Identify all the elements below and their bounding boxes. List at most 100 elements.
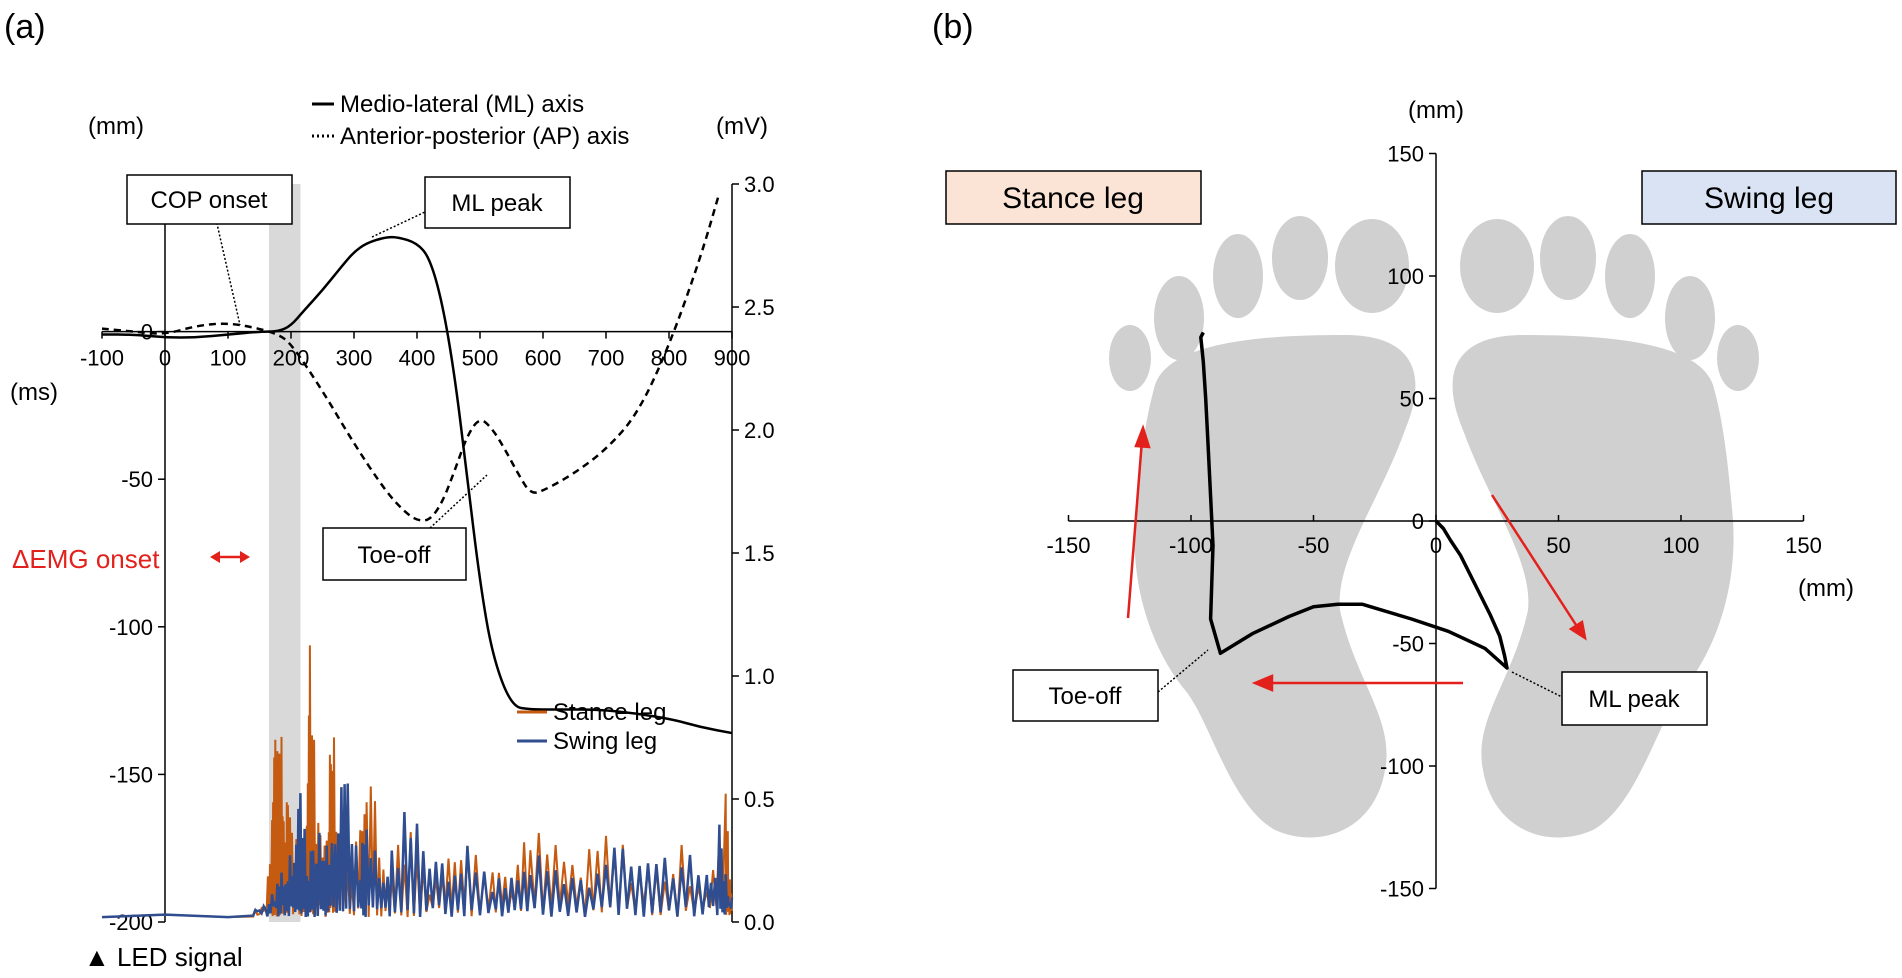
- ap-axis-line: [101, 192, 721, 522]
- legend-ap-label: Anterior-posterior (AP) axis: [340, 123, 629, 150]
- x-tick-label: 100: [210, 346, 247, 371]
- x-tick-label: 0: [159, 346, 171, 371]
- ml-peak-box-a: [424, 176, 571, 229]
- y-tick-label: 0: [141, 320, 153, 345]
- x-tick-label: 300: [336, 346, 373, 371]
- swing-leg-box: [1641, 170, 1897, 225]
- y2-tick-label: 2.0: [744, 418, 775, 443]
- stance-sole: [1134, 335, 1416, 838]
- b-x-tick-label: -150: [1046, 533, 1090, 558]
- b-x-tick-label: 150: [1785, 533, 1822, 558]
- stance-toe-1: [1335, 219, 1409, 313]
- x-axis-unit: (ms): [10, 379, 58, 406]
- cop-trajectory: [1199, 331, 1509, 670]
- stance-toe-3: [1213, 234, 1263, 318]
- demg-arrow-right-head: [240, 551, 250, 563]
- x-tick-label: 600: [525, 346, 562, 371]
- y-axis-unit-b: (mm): [1408, 97, 1464, 124]
- emg-traces: [101, 645, 734, 919]
- x-tick-label: 900: [714, 346, 751, 371]
- b-y-tick-label: 0: [1412, 509, 1424, 534]
- swing-toe-4: [1665, 276, 1715, 360]
- emg-swing-trace: [101, 783, 734, 919]
- b-y-tick-label: -100: [1380, 754, 1424, 779]
- y2-tick-label: 2.5: [744, 295, 775, 320]
- legend-ml-label: Medio-lateral (ML) axis: [340, 91, 584, 118]
- cop-onset-leader: [214, 214, 241, 326]
- swing-toe-5: [1717, 325, 1759, 391]
- left-axis-unit: (mm): [88, 113, 144, 140]
- swing-toe-3: [1605, 234, 1655, 318]
- cop-trajectory-line: [1199, 331, 1509, 670]
- b-y-tick-label: 50: [1400, 387, 1424, 412]
- swing-sole: [1452, 335, 1734, 838]
- legend-swing-label: Swing leg: [553, 728, 657, 755]
- arrow-forward-stance-head: [1134, 424, 1151, 449]
- swing-toe-1: [1460, 219, 1534, 313]
- panel-a-axes: -1000100200300400500600700800900500-50-1…: [80, 172, 775, 935]
- stance-toe-4: [1154, 276, 1204, 360]
- toe-off-box-a: [322, 527, 467, 581]
- arrow-diagonal-swing-head: [1568, 619, 1587, 641]
- y2-tick-label: 0.0: [744, 910, 775, 935]
- ml-peak-box-b: [1561, 671, 1708, 726]
- swing-leg-label: Swing leg: [1704, 182, 1834, 215]
- right-axis-unit: (mV): [716, 113, 768, 140]
- b-y-tick-label: 150: [1387, 142, 1424, 167]
- demg-onset-label: ΔEMG onset: [12, 544, 160, 574]
- ml-axis-line: [102, 235, 733, 735]
- stance-toe-5: [1109, 325, 1151, 391]
- panel-b-axes: -150 -100 -50 0 50 100 150 150 100 50 0 -50 -100 -150: [1046, 142, 1821, 902]
- y-tick-label: -200: [109, 910, 153, 935]
- y-tick-label: -50: [121, 467, 153, 492]
- x-tick-label: 400: [399, 346, 436, 371]
- arrow-diagonal-swing: [1490, 494, 1580, 629]
- direction-arrows: [1126, 424, 1587, 692]
- x-tick-label: -100: [80, 346, 124, 371]
- swing-toe-2: [1540, 216, 1596, 300]
- y2-tick-label: 1.5: [744, 541, 775, 566]
- arrow-lateral-head: [1251, 674, 1274, 692]
- demg-arrow-left-head: [210, 551, 220, 563]
- b-x-tick-label: -50: [1298, 533, 1330, 558]
- ml-peak-leader: [371, 211, 426, 238]
- x-tick-label: 200: [273, 346, 310, 371]
- led-signal-label: ▲ LED signal: [84, 942, 243, 972]
- x-axis-unit-b: (mm): [1798, 575, 1854, 602]
- y2-tick-label: 0.5: [744, 787, 775, 812]
- y2-tick-label: 3.0: [744, 172, 775, 197]
- panel-b: (b) (mm) (mm) -150 -100 -50 0 50 100 150 150 100…: [932, 8, 1897, 902]
- ml-peak-leader-b: [1511, 671, 1563, 698]
- ml-peak-label-a: ML peak: [451, 190, 543, 217]
- toe-off-leader-b: [1157, 649, 1209, 693]
- b-x-tick-label: 100: [1663, 533, 1700, 558]
- toe-off-box-b: [1012, 669, 1159, 722]
- arrow-forward-stance: [1126, 439, 1144, 619]
- stance-foot-shape: [1109, 216, 1416, 838]
- swing-foot-shape: [1452, 216, 1759, 838]
- y-tick-label: -100: [109, 615, 153, 640]
- toe-off-label-b: Toe-off: [1049, 683, 1122, 710]
- y-tick-label: -150: [109, 762, 153, 787]
- cop-onset-label: COP onset: [151, 187, 268, 214]
- b-x-tick-label: 50: [1546, 533, 1570, 558]
- b-x-tick-label: 0: [1430, 533, 1442, 558]
- b-y-tick-label: -50: [1392, 632, 1424, 657]
- cop-onset-box: [126, 174, 293, 225]
- legend-stance-label: Stance leg: [553, 699, 666, 726]
- panel-a-letter: (a): [4, 8, 46, 46]
- x-tick-label: 500: [462, 346, 499, 371]
- y2-tick-label: 1.0: [744, 664, 775, 689]
- stance-leg-box: [945, 170, 1202, 225]
- panel-a: (a) (mm) (mV) (ms) Medio-lateral (ML) ax…: [4, 8, 775, 972]
- toe-off-leader-a: [429, 474, 488, 529]
- ml-peak-label-b: ML peak: [1588, 686, 1680, 713]
- toe-off-label-a: Toe-off: [358, 542, 431, 569]
- b-y-tick-label: 100: [1387, 264, 1424, 289]
- b-y-tick-label: -150: [1380, 877, 1424, 902]
- b-x-tick-label: -100: [1169, 533, 1213, 558]
- panel-b-letter: (b): [932, 8, 974, 46]
- x-tick-label: 800: [651, 346, 688, 371]
- stance-leg-label: Stance leg: [1002, 182, 1144, 215]
